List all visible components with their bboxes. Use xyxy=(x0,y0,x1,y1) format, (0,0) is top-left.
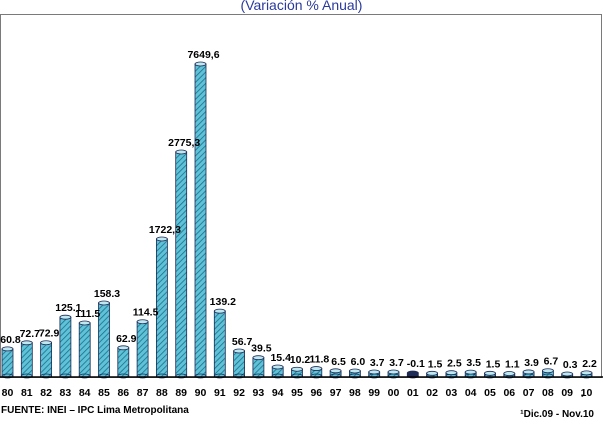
bar xyxy=(117,345,130,379)
bar xyxy=(329,368,342,379)
x-tick-label: 90 xyxy=(195,387,207,399)
x-tick-label: 03 xyxy=(446,387,458,399)
x-tick-label: 84 xyxy=(79,387,91,399)
value-label: 158.3 xyxy=(94,288,120,300)
value-label: 111.5 xyxy=(75,308,100,320)
x-tick-label: 95 xyxy=(291,387,303,399)
plot-frame xyxy=(0,14,602,378)
x-tick-label: 99 xyxy=(368,387,380,399)
value-label: 6.7 xyxy=(544,356,559,368)
value-label: 3.5 xyxy=(466,357,481,369)
bar xyxy=(542,368,554,379)
x-tick-label: 00 xyxy=(388,387,400,399)
value-label: 2.2 xyxy=(582,358,597,370)
x-tick-label: 07 xyxy=(523,387,535,399)
value-label: 56.7 xyxy=(232,336,253,348)
x-tick-label: 86 xyxy=(117,387,129,399)
x-tick-label: 96 xyxy=(310,387,322,399)
source-note: FUENTE: INEI – IPC Lima Metropolitana xyxy=(1,405,189,416)
bar xyxy=(271,364,284,379)
value-label: 60.8 xyxy=(0,334,21,346)
x-tick-label: 87 xyxy=(137,387,149,399)
x-tick-label: 06 xyxy=(503,387,515,399)
value-label: 1722,3 xyxy=(149,224,181,236)
value-label: 6.0 xyxy=(351,356,366,368)
value-label: 1.5 xyxy=(486,358,501,370)
x-tick-label: 02 xyxy=(426,387,438,399)
bar xyxy=(175,149,188,379)
x-tick-label: 01 xyxy=(407,387,419,399)
x-tick-label: 08 xyxy=(542,387,554,399)
value-label: 39.5 xyxy=(251,343,272,355)
value-label: 72.9 xyxy=(39,328,60,340)
bar xyxy=(78,320,91,379)
value-label: 15.4 xyxy=(270,352,291,364)
bar xyxy=(40,340,52,379)
value-label: 6.5 xyxy=(331,356,346,368)
x-tick-label: 92 xyxy=(233,387,245,399)
footnote-mark: ¹ xyxy=(581,394,584,401)
value-label: 1.1 xyxy=(505,359,520,371)
x-tick-label: 81 xyxy=(21,387,33,399)
x-tick-label: 82 xyxy=(40,387,52,399)
x-tick-label: 85 xyxy=(98,387,110,399)
x-tick-label: 05 xyxy=(484,387,496,399)
bar xyxy=(213,308,226,379)
x-tick-label: 83 xyxy=(60,387,72,399)
value-label: 11.8 xyxy=(309,354,329,366)
bar xyxy=(252,355,265,379)
bar xyxy=(20,340,33,379)
value-label: 0.3 xyxy=(563,359,578,371)
value-label: 2775,3 xyxy=(168,137,200,149)
value-label: 3.7 xyxy=(370,357,385,369)
x-tick-label: 04 xyxy=(465,387,477,399)
x-tick-label: 09 xyxy=(561,387,573,399)
x-tick-label: 98 xyxy=(349,387,361,399)
bar xyxy=(445,370,458,379)
bar xyxy=(136,319,149,379)
value-label: 114.5 xyxy=(133,307,159,319)
x-tick-label: 89 xyxy=(175,387,187,399)
x-tick-label: 88 xyxy=(156,387,168,399)
bar xyxy=(59,314,72,379)
value-label: 125.1 xyxy=(55,302,81,314)
value-label: 1.5 xyxy=(428,358,443,370)
bar xyxy=(98,300,110,379)
value-label: 3.7 xyxy=(389,357,404,369)
value-label: 7649,6 xyxy=(187,49,219,61)
bar xyxy=(1,346,14,379)
x-tick-label: 97 xyxy=(330,387,342,399)
period-note: ¹Dic.09 - Nov.10 xyxy=(520,409,594,420)
value-label: 2.5 xyxy=(447,358,462,370)
x-tick-label: 80 xyxy=(2,387,14,399)
x-tick-label: 91 xyxy=(214,387,226,399)
value-label: 62.9 xyxy=(116,333,137,345)
chart-subtitle: (Variación % Anual) xyxy=(240,0,363,13)
bar xyxy=(194,61,207,379)
x-tick-label: 93 xyxy=(253,387,265,399)
x-tick-label: 10 xyxy=(581,387,593,399)
value-label: 139.2 xyxy=(210,296,236,308)
value-label: 3.9 xyxy=(524,357,539,369)
value-label: -0.1 xyxy=(407,358,425,370)
bar xyxy=(368,369,381,379)
x-tick-label: 94 xyxy=(272,387,284,399)
bar xyxy=(233,348,246,379)
value-label: 72.7 xyxy=(20,328,41,340)
value-label: 10.2 xyxy=(290,354,311,366)
